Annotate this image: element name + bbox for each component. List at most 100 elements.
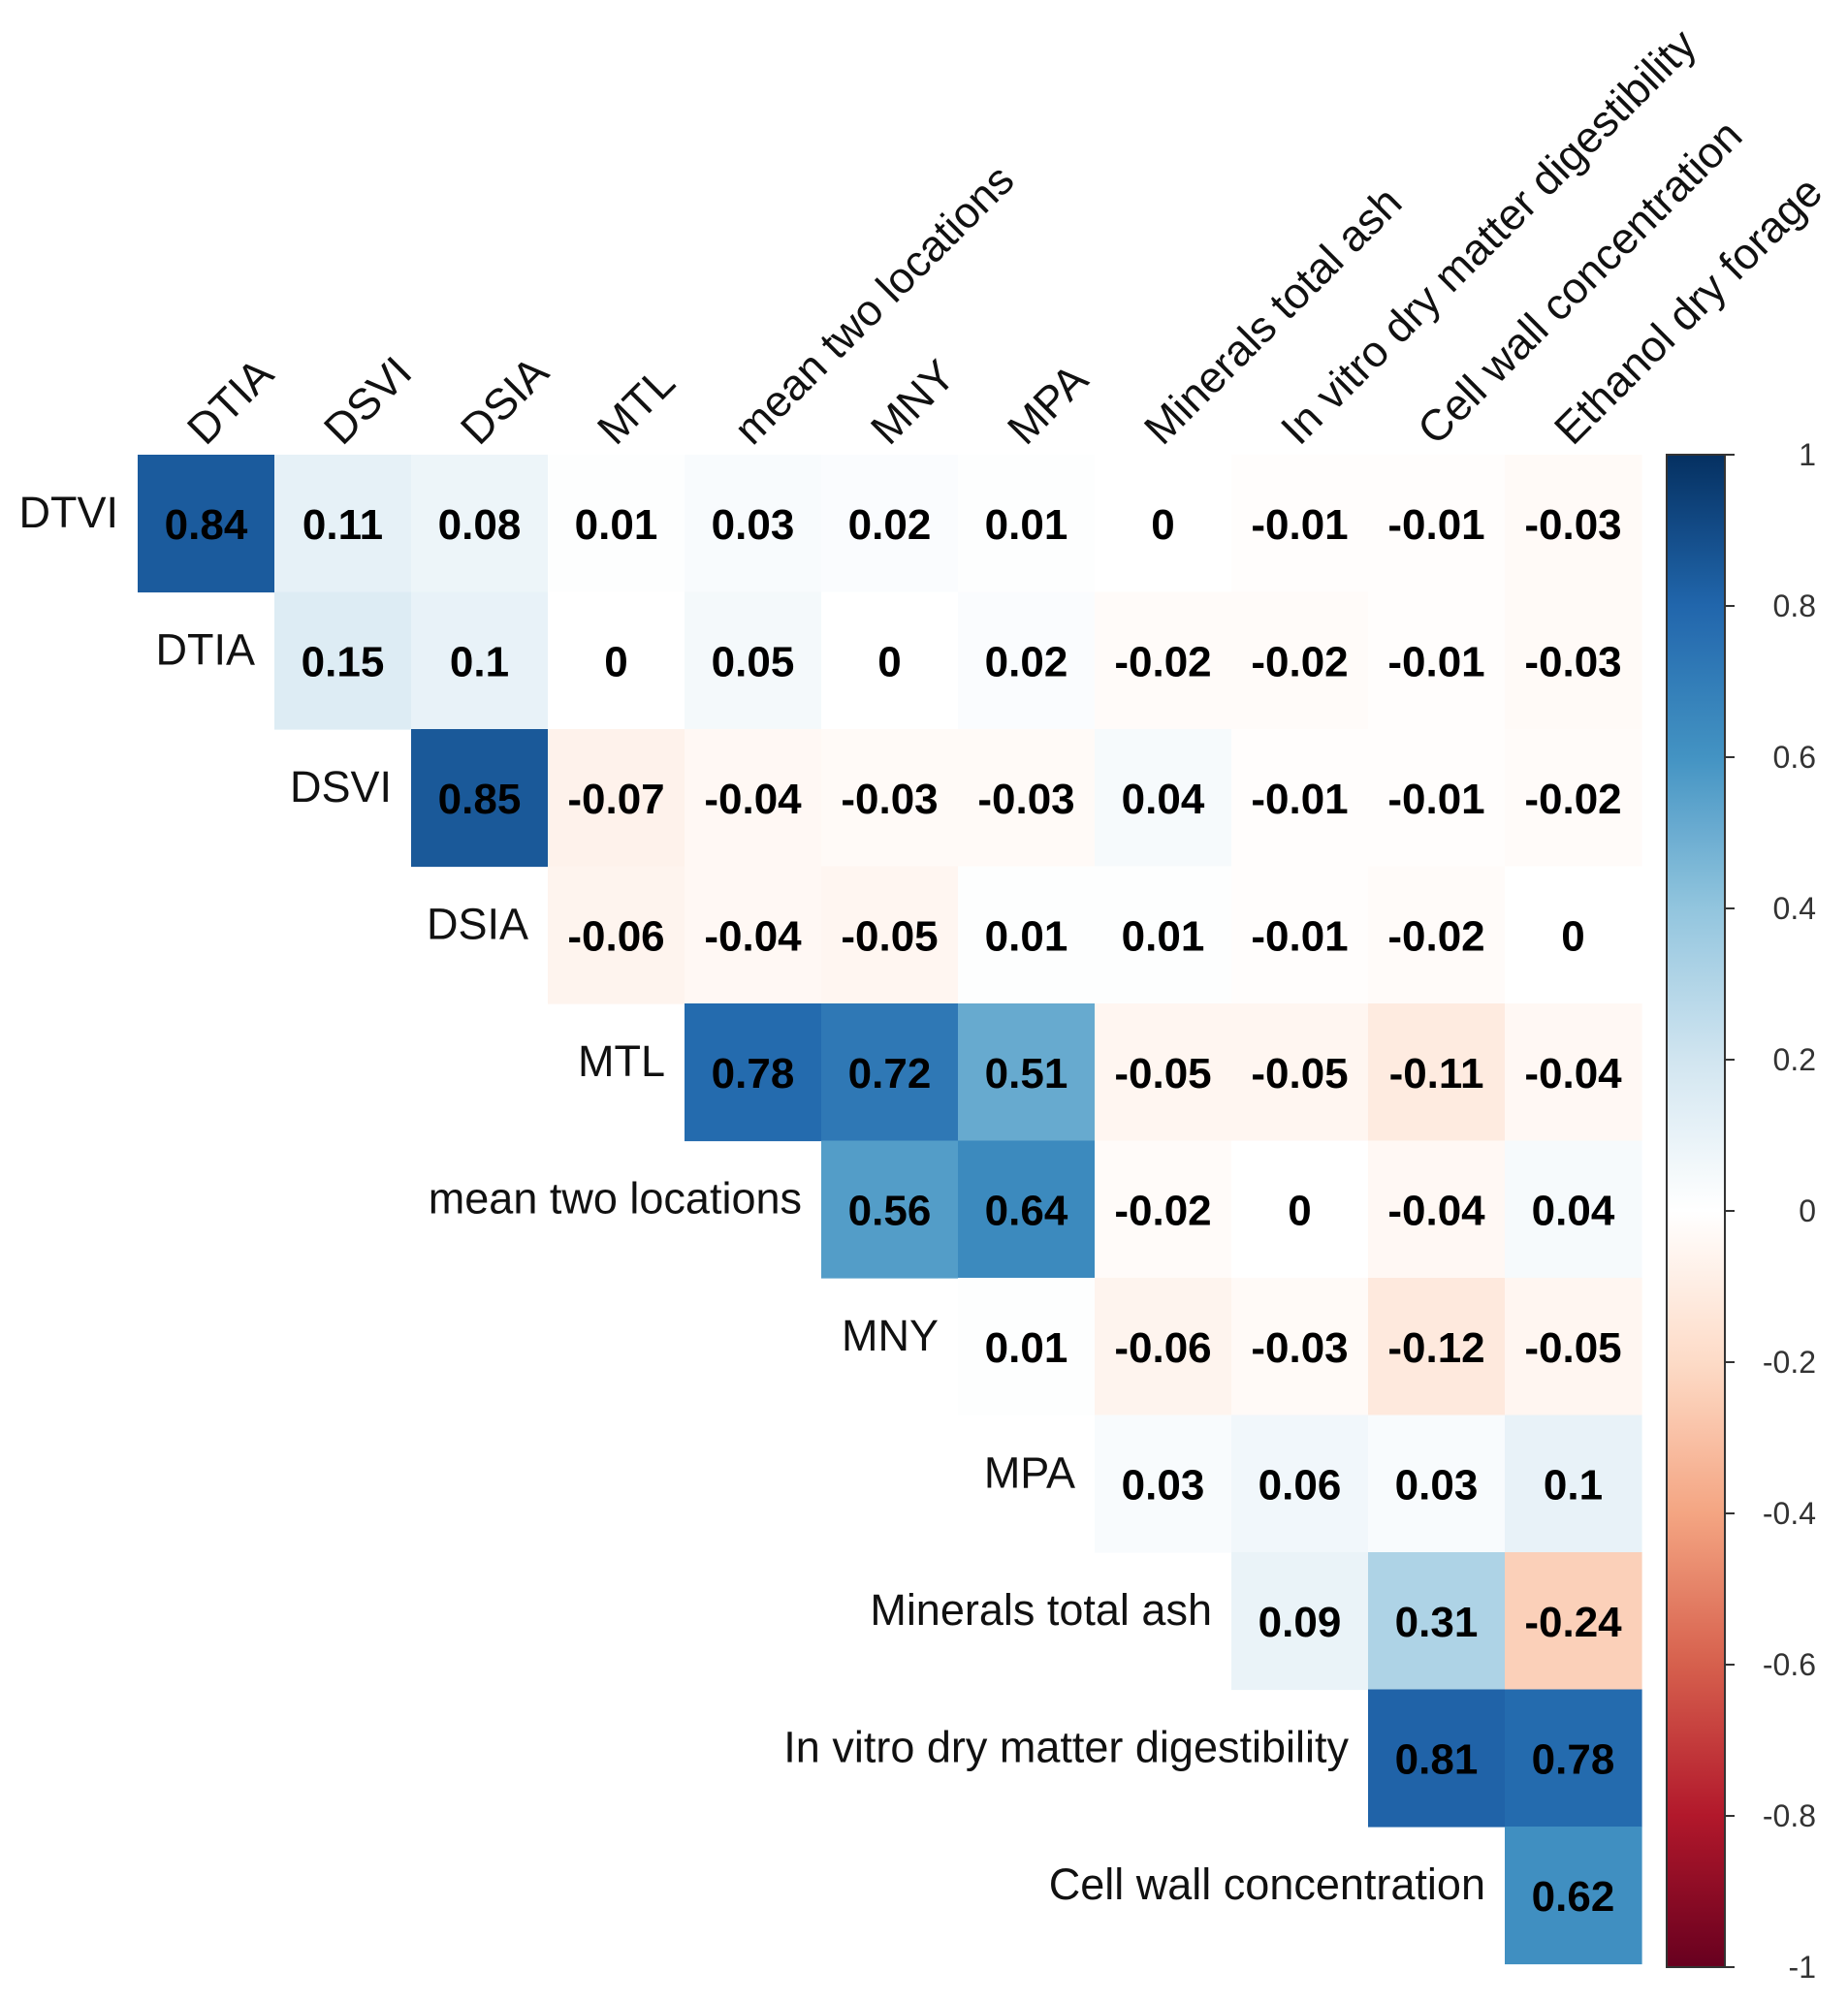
cell-value-label: -0.03	[841, 776, 938, 823]
cell-value-label: 0.08	[438, 501, 522, 549]
cell-value-label: -0.07	[567, 776, 664, 823]
heatmap-cell	[1095, 866, 1232, 1004]
cell-mtl-minerals-total-ash: -0.05	[1095, 1003, 1232, 1142]
cell-mean-two-locations-mny: 0.56	[821, 1140, 959, 1279]
row-label-minerals-total-ash: Minerals total ash	[870, 1585, 1212, 1635]
column-label-dtia: DTIA	[177, 349, 283, 455]
cell-mny-minerals-total-ash: -0.06	[1095, 1278, 1232, 1416]
cell-value-label: 0.09	[1259, 1599, 1342, 1646]
row-label-cell-wall-concentration: Cell wall concentration	[1049, 1860, 1485, 1909]
heatmap-cell	[1368, 1278, 1506, 1416]
cell-value-label: 0.51	[985, 1050, 1068, 1097]
heatmap-cell	[411, 729, 549, 868]
cell-dsvi-in-vitro-dry-matter-digestibility: -0.01	[1231, 729, 1369, 868]
cell-dsvi-mny: -0.03	[821, 729, 959, 868]
colorbar-tick-label: 1	[1799, 437, 1816, 472]
cell-value-label: -0.02	[1524, 776, 1621, 823]
cell-value-label: -0.01	[1251, 776, 1348, 823]
heatmap-cell	[1231, 866, 1369, 1004]
cell-dtvi-ethanol-dry-forage: -0.03	[1505, 455, 1642, 593]
heatmap-cell	[1505, 1140, 1642, 1279]
row-labels: DTVI DTIA DSVI DSIA MTL mean two locations MNY…	[18, 488, 1485, 1909]
heatmap-cell	[1231, 591, 1369, 730]
cell-value-label: 0.03	[1395, 1461, 1479, 1509]
cell-mny-ethanol-dry-forage: -0.05	[1505, 1278, 1642, 1416]
cell-value-label: 0.62	[1532, 1873, 1615, 1921]
cell-value-label: 0	[1151, 501, 1174, 549]
cell-value-label: -0.01	[1251, 501, 1348, 549]
cell-value-label: 0.64	[985, 1187, 1068, 1234]
cell-value-label: -0.01	[1251, 912, 1348, 960]
heatmap-cell	[685, 1003, 822, 1142]
cell-dsvi-mtl: -0.07	[548, 729, 685, 868]
cell-value-label: 0.04	[1122, 776, 1205, 823]
cell-value-label: 0.01	[1122, 912, 1205, 960]
cell-value-label: -0.04	[704, 912, 802, 960]
heatmap-cell	[1368, 1003, 1506, 1142]
cell-value-label: 0.02	[848, 501, 932, 549]
cell-dtvi-mean-two-locations: 0.03	[685, 455, 822, 593]
cell-dtvi-dsvi: 0.11	[274, 455, 412, 593]
cell-value-label: -0.04	[1387, 1187, 1485, 1234]
heatmap-cell	[958, 1140, 1096, 1279]
cell-mtl-cell-wall-concentration: -0.11	[1368, 1003, 1506, 1142]
cell-minerals-total-ash-cell-wall-concentration: 0.31	[1368, 1552, 1506, 1691]
cell-mtl-mny: 0.72	[821, 1003, 959, 1142]
cell-cell-wall-concentration-ethanol-dry-forage: 0.62	[1505, 1827, 1642, 1965]
colorbar-tick-label: -0.8	[1763, 1798, 1816, 1833]
heatmap-cell	[1095, 1140, 1232, 1279]
cell-value-label: -0.12	[1387, 1324, 1484, 1372]
cell-value-label: -0.05	[1524, 1324, 1621, 1372]
heatmap-cell	[1368, 591, 1506, 730]
cell-mean-two-locations-in-vitro-dry-matter-digestibility: 0	[1231, 1140, 1369, 1279]
heatmap-cell	[958, 866, 1096, 1004]
cell-value-label: 0.01	[575, 501, 658, 549]
heatmap-cells: 0.84 0.11 0.08 0.01 0.03 0.02 0.01 0 -0.01 -0.01-…	[138, 455, 1642, 1965]
colorbar-tick-label: -0.2	[1763, 1345, 1816, 1380]
cell-mtl-ethanol-dry-forage: -0.04	[1505, 1003, 1642, 1142]
heatmap-cell	[1231, 455, 1369, 593]
colorbar-tick-label: 0.4	[1773, 891, 1816, 926]
cell-value-label: -0.03	[1524, 501, 1621, 549]
cell-value-label: -0.04	[704, 776, 802, 823]
cell-value-label: 0.84	[165, 501, 248, 549]
cell-minerals-total-ash-ethanol-dry-forage: -0.24	[1505, 1552, 1642, 1691]
heatmap-cell	[548, 591, 685, 730]
cell-value-label: -0.02	[1114, 1187, 1211, 1234]
heatmap-cell	[548, 455, 685, 593]
cell-value-label: -0.05	[1114, 1050, 1211, 1097]
cell-value-label: -0.05	[1251, 1050, 1348, 1097]
colorbar-legend: 1 0.8 0.6 0.4 0.2 0 -0.2 -0.4 -0.6 -0.8 -1	[1666, 437, 1816, 1985]
heatmap-cell	[1368, 1689, 1506, 1828]
cell-dsia-ethanol-dry-forage: 0	[1505, 866, 1642, 1004]
cell-value-label: 0.02	[985, 638, 1068, 685]
heatmap-cell	[821, 1140, 959, 1279]
heatmap-cell	[821, 455, 959, 593]
cell-value-label: 0.05	[712, 638, 795, 685]
heatmap-cell	[138, 455, 275, 593]
cell-value-label: -0.03	[977, 776, 1074, 823]
row-label-in-vitro-dry-matter-digestibility: In vitro dry matter digestibility	[783, 1722, 1349, 1771]
cell-value-label: 0.56	[848, 1187, 932, 1234]
cell-value-label: 0.01	[985, 912, 1068, 960]
heatmap-cell	[685, 729, 822, 868]
heatmap-cell	[1505, 866, 1642, 1004]
column-label-mny: MNY	[861, 350, 965, 454]
cell-value-label: 0.06	[1259, 1461, 1342, 1509]
cell-dtvi-cell-wall-concentration: -0.01	[1368, 455, 1506, 593]
cell-value-label: -0.02	[1114, 638, 1211, 685]
cell-value-label: 0.31	[1395, 1599, 1479, 1646]
cell-mean-two-locations-minerals-total-ash: -0.02	[1095, 1140, 1232, 1279]
heatmap-cell	[958, 1003, 1096, 1142]
cell-dsvi-mpa: -0.03	[958, 729, 1096, 868]
cell-value-label: 0.78	[712, 1050, 795, 1097]
row-label-dsia: DSIA	[427, 899, 528, 948]
heatmap-cell	[1505, 1003, 1642, 1142]
colorbar-tick-label: -0.6	[1763, 1647, 1816, 1682]
cell-dsia-mtl: -0.06	[548, 866, 685, 1004]
row-label-dsvi: DSVI	[290, 762, 392, 811]
row-label-mpa: MPA	[984, 1447, 1075, 1497]
cell-dsia-in-vitro-dry-matter-digestibility: -0.01	[1231, 866, 1369, 1004]
cell-dsia-mpa: 0.01	[958, 866, 1096, 1004]
